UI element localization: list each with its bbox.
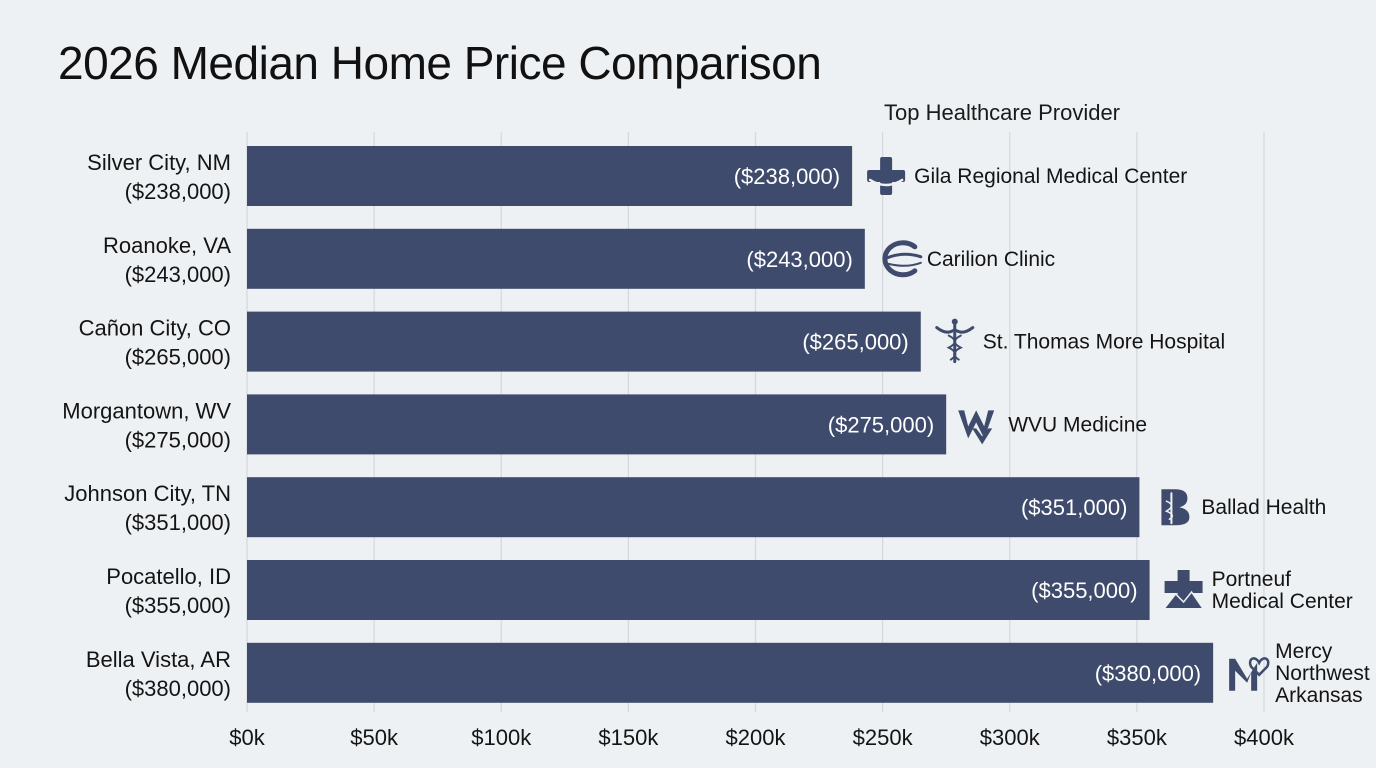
category-price-label-silver-city-nm: ($238,000) (125, 179, 231, 204)
x-tick-label-3: $150k (598, 725, 659, 750)
x-tick-label-6: $300k (980, 725, 1041, 750)
x-tick-label-8: $400k (1234, 725, 1295, 750)
cross-mountain-icon (1163, 570, 1204, 609)
label-layer: ($238,000) Silver City, NM ($238,000) ($243… (62, 150, 1201, 701)
bar-value-label-silver-city-nm: ($238,000) (734, 164, 840, 189)
wv-logo-icon (958, 410, 995, 445)
bar-morgantown-wv (247, 394, 947, 455)
icon-part (868, 178, 904, 187)
icon-part (1161, 489, 1190, 526)
category-label-pocatello-id: Pocatello, ID (106, 564, 231, 589)
provider-layer: Gila Regional Medical Center Carilion Cli… (867, 157, 1370, 707)
category-label-morgantown-wv: Morgantown, WV (62, 398, 231, 423)
x-tick-label-1: $50k (350, 725, 399, 750)
bar-value-label-ca-on-city-co: ($265,000) (802, 330, 908, 355)
provider-label-pocatello-id-line-0: Portneuf (1212, 568, 1292, 591)
icon-part (1248, 657, 1270, 677)
icon-part (1164, 500, 1174, 520)
cross-handshake-icon (867, 157, 906, 195)
bar-layer (247, 146, 1214, 703)
bar-value-label-johnson-city-tn: ($351,000) (1021, 495, 1127, 520)
bar-johnson-city-tn (247, 477, 1140, 538)
bar-ca-on-city-co (247, 311, 921, 372)
b-staff-icon (1161, 489, 1190, 526)
provider-label-bella-vista-ar-line-0: Mercy (1275, 640, 1333, 663)
provider-label-johnson-city-tn: Ballad Health (1201, 496, 1326, 519)
bar-value-label-morgantown-wv: ($275,000) (828, 412, 934, 437)
category-label-johnson-city-tn: Johnson City, TN (64, 481, 231, 506)
icon-part (1229, 658, 1258, 691)
bar-value-label-roanoke-va: ($243,000) (746, 247, 852, 272)
icon-part (935, 326, 975, 334)
category-price-label-pocatello-id: ($355,000) (125, 593, 231, 618)
x-tick-label-4: $200k (726, 725, 787, 750)
m-heart-icon (1229, 657, 1270, 691)
bar-silver-city-nm (247, 146, 853, 206)
caduceus-icon (935, 318, 975, 364)
x-tick-label-0: $0k (229, 725, 265, 750)
bar-value-label-bella-vista-ar: ($380,000) (1095, 661, 1201, 686)
bar-pocatello-id (247, 560, 1150, 620)
icon-part (867, 170, 906, 182)
category-label-roanoke-va: Roanoke, VA (103, 233, 231, 258)
provider-label-silver-city-nm: Gila Regional Medical Center (914, 165, 1187, 188)
bar-bella-vista-ar (247, 642, 1214, 703)
category-price-label-roanoke-va: ($243,000) (125, 262, 231, 287)
icon-part (883, 252, 923, 261)
x-tick-label-7: $350k (1107, 725, 1168, 750)
icon-part (883, 261, 922, 267)
provider-column-header: Top Healthcare Provider (884, 100, 1121, 125)
provider-label-pocatello-id-line-1: Medical Center (1212, 590, 1353, 613)
icon-part (1163, 590, 1204, 609)
category-label-bella-vista-ar: Bella Vista, AR (86, 647, 231, 672)
provider-label-roanoke-va: Carilion Clinic (927, 248, 1055, 271)
bar-roanoke-va (247, 228, 865, 289)
icon-part (1164, 581, 1203, 593)
bar-value-label-pocatello-id: ($355,000) (1031, 578, 1137, 603)
x-axis: $0k $50k $100k $150k $200k $250k $300k $350k $40… (229, 725, 1295, 750)
provider-label-ca-on-city-co: St. Thomas More Hospital (983, 331, 1225, 354)
icon-part (951, 318, 958, 325)
category-price-label-morgantown-wv: ($275,000) (125, 427, 231, 452)
icon-part (972, 428, 993, 445)
icon-part (882, 240, 918, 278)
icon-part (958, 410, 995, 439)
category-price-label-bella-vista-ar: ($380,000) (125, 676, 231, 701)
provider-label-bella-vista-ar-line-2: Arkansas (1275, 684, 1363, 707)
swoosh-c-icon (882, 240, 923, 278)
category-price-label-johnson-city-tn: ($351,000) (125, 510, 231, 535)
category-label-ca-on-city-co: Cañon City, CO (79, 316, 231, 341)
x-tick-label-2: $100k (471, 725, 532, 750)
x-tick-label-5: $250k (853, 725, 914, 750)
provider-label-bella-vista-ar-line-1: Northwest (1275, 662, 1370, 685)
provider-label-morgantown-wv: WVU Medicine (1008, 413, 1147, 436)
category-price-label-ca-on-city-co: ($265,000) (125, 345, 231, 370)
chart-title: 2026 Median Home Price Comparison (58, 37, 822, 89)
icon-part (953, 334, 963, 361)
category-label-silver-city-nm: Silver City, NM (87, 150, 231, 175)
